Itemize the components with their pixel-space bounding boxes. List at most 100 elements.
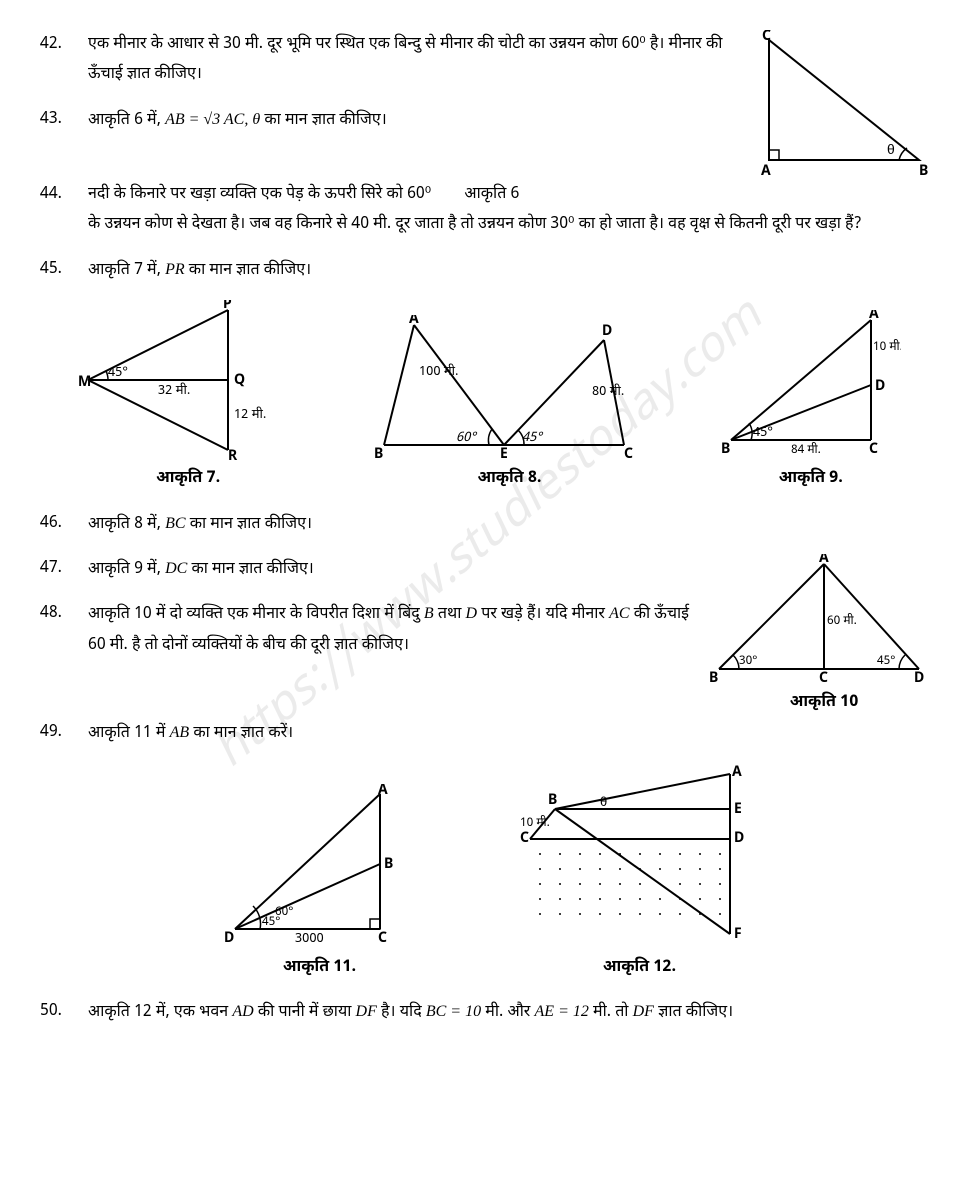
question-44: 44. नदी के किनारे पर खड़ा व्यक्ति एक पेड…	[40, 180, 939, 241]
fig11-a60: 60°	[275, 904, 293, 920]
fig10-B: B	[709, 669, 718, 684]
page-content: A B C θ 42. एक मीनार के आधार से 30 मी. द…	[40, 30, 939, 1029]
qtext-46: आकृति 8 में, BC का मान ज्ञात कीजिए।	[88, 509, 939, 540]
fig8-C: C	[624, 445, 633, 460]
fig9-a45: 45°	[753, 425, 773, 442]
qnum-43: 43.	[40, 105, 88, 135]
fig7-a45: 45°	[108, 365, 128, 382]
fig6-label-B: B	[919, 162, 928, 180]
fig11-d3000: 3000	[295, 931, 324, 948]
q50-m4: AE = 12	[535, 1003, 589, 1020]
q43-suffix: का मान ज्ञात कीजिए।	[264, 110, 386, 131]
fig12-d10: 10 मी.	[520, 814, 550, 831]
fig12-C: C	[520, 829, 529, 848]
qtext-47: आकृति 9 में, DC का मान ज्ञात कीजिए।	[88, 554, 695, 585]
qtext-48: आकृति 10 में दो व्यक्ति एक मीनार के विपर…	[88, 599, 695, 661]
qnum-48: 48.	[40, 599, 88, 629]
question-48: 48. आकृति 10 में दो व्यक्ति एक मीनार के …	[40, 599, 695, 661]
q50-m3: BC = 10	[426, 1003, 481, 1020]
fig10-a45: 45°	[877, 653, 895, 669]
qnum-47: 47.	[40, 554, 88, 584]
fig9-d10: 10 मी.	[873, 338, 901, 355]
q50-t3: है। यदि	[381, 1002, 426, 1023]
q50-m5: DF	[633, 1003, 654, 1020]
fig8-A: A	[409, 315, 419, 329]
question-43: 43. आकृति 6 में, AB = √3 AC, θ का मान ज्…	[40, 105, 745, 136]
fig10-d60: 60 मी.	[827, 612, 857, 629]
q50-t6: ज्ञात कीजिए।	[658, 1002, 733, 1023]
question-49: 49. आकृति 11 में AB का मान ज्ञात करें।	[40, 718, 939, 749]
q48-l1: आकृति 10 में दो व्यक्ति एक मीनार के विपर…	[88, 604, 424, 625]
fig10-C: C	[819, 669, 828, 684]
fig9-d84: 84 मी.	[791, 441, 821, 458]
fig12-caption: आकृति 12.	[520, 953, 760, 983]
fig11-D: D	[224, 929, 234, 948]
q46-suffix: का मान ज्ञात कीजिए।	[190, 514, 312, 535]
fig7-P: P	[223, 300, 232, 314]
fig11-caption: आकृति 11.	[220, 953, 420, 983]
fig12-E: E	[734, 800, 742, 819]
q50-t4: मी. और	[485, 1002, 534, 1023]
fig9-B: B	[721, 440, 730, 459]
fig11-C: C	[378, 929, 387, 948]
qtext-42: एक मीनार के आधार से 30 मी. दूर भूमि पर स…	[88, 30, 745, 91]
question-46: 46. आकृति 8 में, BC का मान ज्ञात कीजिए।	[40, 509, 939, 540]
figure-12: A B E C D F θ 10 मी. आकृति 12.	[520, 764, 760, 983]
fig9-caption: आकृति 9.	[721, 464, 901, 494]
fig11-A: A	[378, 784, 388, 800]
fig11-B: B	[384, 855, 393, 874]
fig7-d12: 12 मी.	[234, 406, 266, 424]
fig9-A: A	[869, 310, 879, 324]
question-42: 42. एक मीनार के आधार से 30 मी. दूर भूमि …	[40, 30, 745, 91]
q43-math: AB = √3 AC, θ	[165, 111, 260, 128]
figure-row-789: M P Q R 45° 32 मी. 12 मी. आकृति 7. A B C…	[40, 300, 939, 494]
figure-11: A B C D 45° 60° 3000 आकृति 11.	[220, 784, 420, 983]
fig7-caption: आकृति 7.	[78, 464, 298, 494]
q47-suffix: का मान ज्ञात कीजिए।	[191, 559, 313, 580]
q48-mB: B	[424, 605, 434, 622]
fig8-d80: 80 मी.	[592, 383, 624, 401]
q50-t5: मी. तो	[593, 1002, 633, 1023]
qtext-50: आकृति 12 में, एक भवन AD की पानी में छाया…	[88, 997, 939, 1028]
q49-text: आकृति 11 में	[88, 723, 170, 744]
q45-text: आकृति 7 में,	[88, 260, 165, 281]
q48-mid: तथा	[438, 604, 466, 625]
fig9-D: D	[875, 377, 885, 396]
fig10-a30: 30°	[739, 653, 757, 669]
figure-10: A B C D 30° 45° 60 मी. आकृति 10	[709, 554, 939, 718]
q50-m2: DF	[356, 1003, 377, 1020]
fig7-M: M	[78, 373, 91, 392]
qnum-45: 45.	[40, 255, 88, 285]
qtext-49: आकृति 11 में AB का मान ज्ञात करें।	[88, 718, 939, 749]
fig8-a60: 60°	[456, 430, 477, 447]
question-50: 50. आकृति 12 में, एक भवन AD की पानी में …	[40, 997, 939, 1028]
qtext-44: नदी के किनारे पर खड़ा व्यक्ति एक पेड़ के…	[88, 180, 939, 241]
q44-line1: नदी के किनारे पर खड़ा व्यक्ति एक पेड़ के…	[88, 184, 431, 205]
q48-l2: पर खड़े हैं। यदि मीनार	[481, 604, 609, 625]
fig10-D: D	[914, 669, 924, 684]
qtext-45: आकृति 7 में, PR का मान ज्ञात कीजिए।	[88, 255, 939, 286]
fig12-A: A	[732, 764, 742, 782]
q45-math: PR	[165, 261, 185, 278]
q49-math: AB	[170, 724, 190, 741]
q48-mAC: AC	[609, 605, 629, 622]
fig9-C: C	[869, 440, 878, 459]
fig12-B: B	[548, 791, 557, 810]
fig8-a45: 45°	[522, 430, 543, 447]
q45-suffix: का मान ज्ञात कीजिए।	[189, 260, 311, 281]
fig7-Q: Q	[234, 371, 245, 390]
fig7-R: R	[228, 447, 238, 460]
q50-m1: AD	[232, 1003, 253, 1020]
q46-text: आकृति 8 में,	[88, 514, 165, 535]
q50-t2: की पानी में छाया	[258, 1002, 356, 1023]
figure-9: A B C D 10 मी. 45° 84 मी. आकृति 9.	[721, 310, 901, 494]
fig8-E: E	[500, 445, 508, 460]
q49-suffix: का मान ज्ञात करें।	[193, 723, 293, 744]
fig8-D: D	[602, 322, 612, 341]
q46-math: BC	[165, 515, 185, 532]
question-45: 45. आकृति 7 में, PR का मान ज्ञात कीजिए।	[40, 255, 939, 286]
figure-7: M P Q R 45° 32 मी. 12 मी. आकृति 7.	[78, 300, 298, 494]
fig8-d100: 100 मी.	[419, 363, 459, 381]
q47-math: DC	[165, 560, 187, 577]
qnum-42: 42.	[40, 30, 88, 60]
